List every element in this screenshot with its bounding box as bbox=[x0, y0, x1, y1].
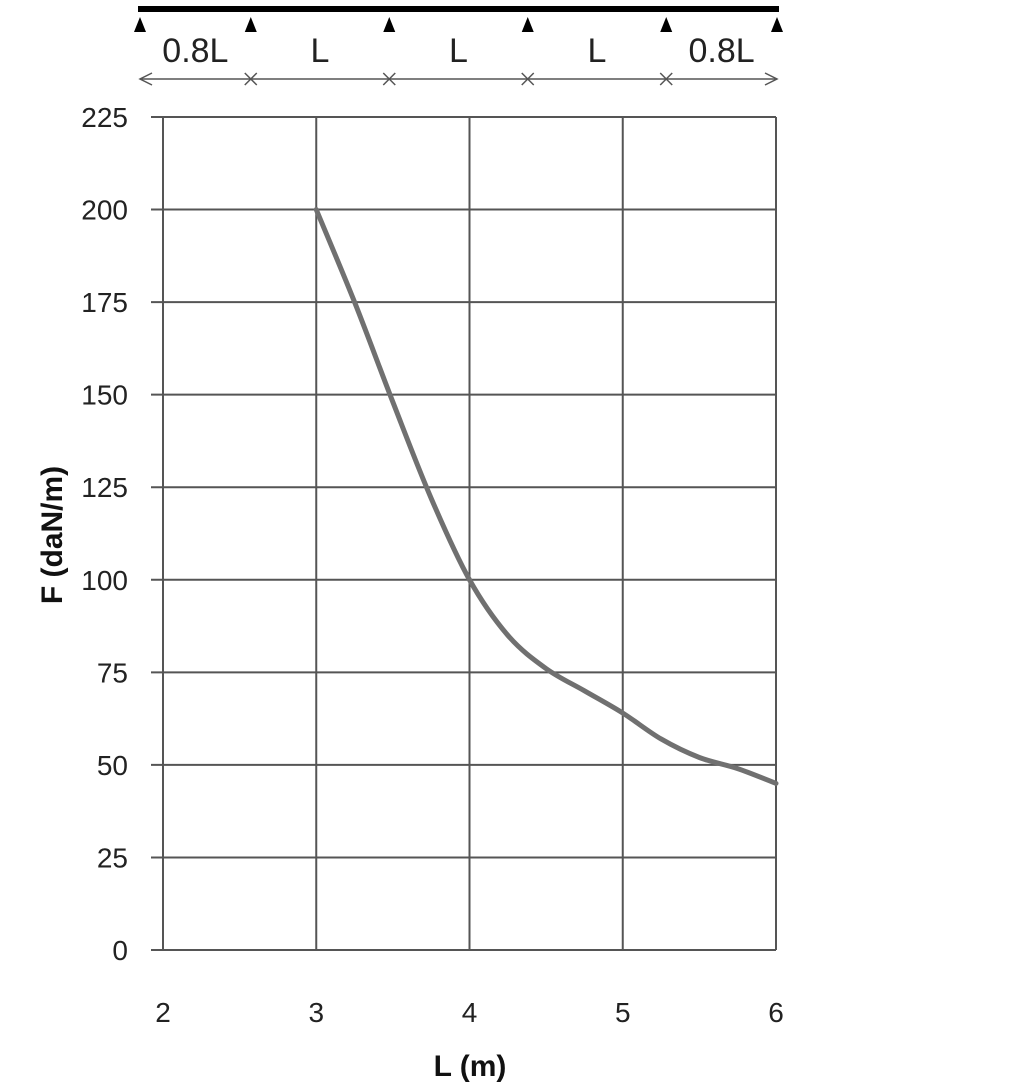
x-tick-labels: 2 3 4 5 6 bbox=[155, 997, 784, 1028]
support-triangle-icon bbox=[771, 17, 783, 32]
arrowhead-left-icon bbox=[138, 72, 153, 86]
y-tick-label: 75 bbox=[97, 657, 128, 688]
dimension-tick-icon bbox=[382, 72, 396, 86]
span-label: 0.8L bbox=[162, 32, 228, 70]
series-line bbox=[313, 207, 779, 786]
support-triangle-icon bbox=[244, 17, 257, 32]
y-tick-label: 25 bbox=[97, 842, 128, 873]
x-tick-label: 6 bbox=[768, 997, 784, 1028]
y-tick-labels: 0 25 50 75 100 125 150 175 200 225 bbox=[81, 102, 128, 966]
x-axis-title: L (m) bbox=[434, 1050, 507, 1083]
span-label: L bbox=[311, 32, 330, 70]
beam-diagram: 0.8L L L L 0.8L bbox=[134, 6, 783, 86]
grid bbox=[151, 116, 777, 951]
y-tick-label: 200 bbox=[81, 195, 128, 226]
x-tick-label: 3 bbox=[308, 997, 324, 1028]
support-triangle-icon bbox=[134, 17, 146, 32]
support-triangle-icon bbox=[660, 17, 673, 32]
arrowhead-right-icon bbox=[764, 72, 779, 86]
y-tick-label: 150 bbox=[81, 380, 128, 411]
x-tick-label: 2 bbox=[155, 997, 171, 1028]
span-label: L bbox=[449, 32, 468, 70]
span-label: 0.8L bbox=[689, 32, 755, 70]
support-triangle-icon bbox=[383, 17, 396, 32]
series-group bbox=[313, 207, 779, 786]
y-tick-label: 225 bbox=[81, 102, 128, 133]
support-triangle-icon bbox=[521, 17, 534, 32]
y-tick-label: 50 bbox=[97, 750, 128, 781]
dimension-tick-icon bbox=[659, 72, 673, 86]
dimension-tick-icon bbox=[244, 72, 258, 86]
dimension-tick-icon bbox=[521, 72, 535, 86]
x-tick-label: 4 bbox=[462, 997, 478, 1028]
x-tick-label: 5 bbox=[615, 997, 631, 1028]
y-tick-label: 175 bbox=[81, 287, 128, 318]
y-axis-title: F (daN/m) bbox=[36, 466, 69, 604]
y-tick-label: 100 bbox=[81, 565, 128, 596]
span-label: L bbox=[588, 32, 607, 70]
y-tick-label: 0 bbox=[112, 935, 128, 966]
y-tick-label: 125 bbox=[81, 472, 128, 503]
